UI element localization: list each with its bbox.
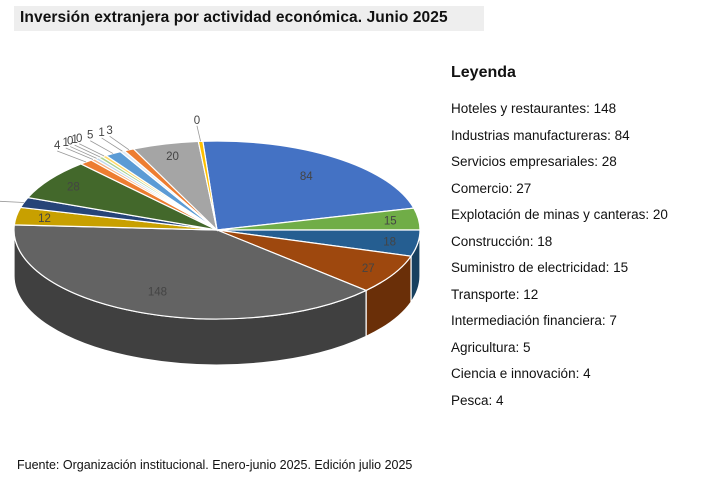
legend-item: Suministro de electricidad: 15 [451, 260, 629, 275]
slice-label: 4 [54, 140, 61, 152]
leader-line [74, 144, 101, 158]
legend-item: Industrias manufactureras: 84 [451, 127, 630, 143]
legend-item: Pesca: 4 [451, 392, 504, 408]
leader-line [0, 200, 24, 203]
slice-label: 1 [98, 127, 104, 139]
slice-label: 28 [67, 182, 80, 194]
slice-label: 18 [383, 236, 396, 248]
pie-chart: 841518271481272841010513200 [0, 115, 421, 366]
leader-line [101, 137, 123, 152]
slice-label: 15 [384, 216, 397, 228]
legend-item: Agricultura: 5 [451, 339, 531, 355]
slice-label: 84 [300, 171, 313, 183]
slice-label: 0 [67, 136, 73, 148]
leader-line [79, 143, 105, 157]
slice-top [202, 140, 415, 231]
leader-line [109, 135, 130, 151]
legend-items: Hoteles y restaurantes: 148 Industrias ma… [451, 96, 713, 414]
slice-label: 5 [87, 130, 93, 142]
slice-top [13, 224, 368, 320]
legend-item: Explotación de minas y canteras: 20 [451, 207, 668, 222]
slice-label: 0 [76, 133, 82, 145]
slice-label: 0 [194, 115, 200, 127]
legend: Leyenda Hoteles y restaurantes: 148 Indus… [451, 64, 713, 414]
slice-label: 20 [166, 151, 179, 163]
source-note: Fuente: Organización institucional. Ener… [17, 458, 413, 472]
leader-line [70, 146, 97, 159]
legend-item: Ciencia e innovación: 4 [451, 366, 591, 381]
legend-title: Leyenda [451, 64, 516, 81]
slice-label: 3 [106, 125, 112, 137]
legend-item: Servicios empresariales: 28 [451, 154, 617, 169]
leader-line [90, 140, 114, 154]
legend-item: Hoteles y restaurantes: 148 [451, 101, 617, 116]
legend-item: Construcción: 18 [451, 233, 553, 249]
legend-item: Comercio: 27 [451, 180, 532, 196]
slice-label: 148 [148, 286, 167, 298]
slice-label: 1 [71, 134, 77, 146]
slice-top [197, 140, 218, 231]
legend-item: Intermediación financiera: 7 [451, 313, 617, 328]
slice-label: 12 [38, 213, 51, 225]
legend-item: Transporte: 12 [451, 286, 539, 302]
leader-line [196, 125, 201, 142]
leader-line [57, 150, 87, 163]
leader-line [65, 147, 94, 160]
slice-label: 1 [63, 137, 69, 149]
chart-title: Inversión extranjera por actividad econó… [20, 9, 448, 26]
slice-label: 27 [362, 263, 375, 275]
title-background [14, 6, 484, 31]
